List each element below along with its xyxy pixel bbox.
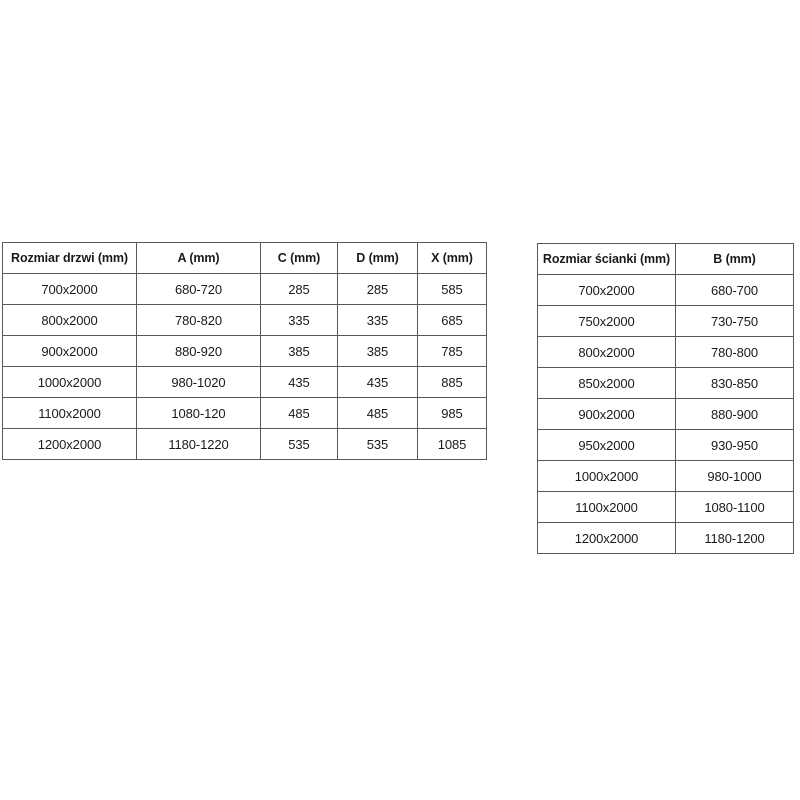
cell-c: 385 (260, 335, 338, 367)
cell-wall-size: 1000x2000 (537, 460, 676, 492)
cell-b: 930-950 (675, 429, 794, 461)
column-header-d: D (mm) (337, 242, 418, 274)
cell-wall-size: 1100x2000 (537, 491, 676, 523)
cell-a: 980-1020 (136, 366, 261, 398)
cell-x: 785 (417, 335, 487, 367)
cell-b: 980-1000 (675, 460, 794, 492)
column-header-a: A (mm) (136, 242, 261, 274)
cell-c: 435 (260, 366, 338, 398)
cell-c: 535 (260, 428, 338, 460)
cell-door-size: 1000x2000 (2, 366, 137, 398)
cell-d: 335 (337, 304, 418, 336)
shower-door-dimensions-table: Rozmiar drzwi (mm) A (mm) C (mm) D (mm) … (2, 242, 487, 460)
cell-wall-size: 800x2000 (537, 336, 676, 368)
cell-c: 335 (260, 304, 338, 336)
column-header-door-size: Rozmiar drzwi (mm) (2, 242, 137, 274)
table-row: 800x2000 780-800 (537, 336, 794, 368)
table-row: 800x2000 780-820 335 335 685 (2, 304, 487, 336)
cell-door-size: 700x2000 (2, 273, 137, 305)
table-row: 1000x2000 980-1020 435 435 885 (2, 366, 487, 398)
cell-d: 535 (337, 428, 418, 460)
cell-b: 1180-1200 (675, 522, 794, 554)
cell-wall-size: 700x2000 (537, 274, 676, 306)
table-row: 900x2000 880-920 385 385 785 (2, 335, 487, 367)
cell-door-size: 900x2000 (2, 335, 137, 367)
table-row: 750x2000 730-750 (537, 305, 794, 337)
cell-x: 1085 (417, 428, 487, 460)
cell-b: 730-750 (675, 305, 794, 337)
cell-d: 385 (337, 335, 418, 367)
cell-d: 285 (337, 273, 418, 305)
table-row: 900x2000 880-900 (537, 398, 794, 430)
column-header-b: B (mm) (675, 243, 794, 275)
cell-wall-size: 950x2000 (537, 429, 676, 461)
cell-door-size: 1200x2000 (2, 428, 137, 460)
cell-wall-size: 750x2000 (537, 305, 676, 337)
cell-x: 585 (417, 273, 487, 305)
cell-a: 880-920 (136, 335, 261, 367)
cell-wall-size: 900x2000 (537, 398, 676, 430)
table-header-row: Rozmiar ścianki (mm) B (mm) (537, 243, 794, 275)
cell-b: 880-900 (675, 398, 794, 430)
cell-wall-size: 1200x2000 (537, 522, 676, 554)
cell-x: 985 (417, 397, 487, 429)
cell-wall-size: 850x2000 (537, 367, 676, 399)
shower-wall-dimensions-table: Rozmiar ścianki (mm) B (mm) 700x2000 680… (537, 243, 794, 554)
cell-d: 485 (337, 397, 418, 429)
table-row: 700x2000 680-720 285 285 585 (2, 273, 487, 305)
cell-b: 780-800 (675, 336, 794, 368)
cell-c: 485 (260, 397, 338, 429)
table-row: 1100x2000 1080-120 485 485 985 (2, 397, 487, 429)
cell-d: 435 (337, 366, 418, 398)
cell-b: 830-850 (675, 367, 794, 399)
cell-c: 285 (260, 273, 338, 305)
table-row: 700x2000 680-700 (537, 274, 794, 306)
cell-b: 1080-1100 (675, 491, 794, 523)
cell-door-size: 800x2000 (2, 304, 137, 336)
table-row: 1200x2000 1180-1220 535 535 1085 (2, 428, 487, 460)
cell-x: 685 (417, 304, 487, 336)
cell-a: 680-720 (136, 273, 261, 305)
cell-b: 680-700 (675, 274, 794, 306)
cell-x: 885 (417, 366, 487, 398)
column-header-wall-size: Rozmiar ścianki (mm) (537, 243, 676, 275)
cell-a: 1080-120 (136, 397, 261, 429)
cell-a: 780-820 (136, 304, 261, 336)
table-row: 1100x2000 1080-1100 (537, 491, 794, 523)
cell-door-size: 1100x2000 (2, 397, 137, 429)
table-row: 850x2000 830-850 (537, 367, 794, 399)
table-row: 1200x2000 1180-1200 (537, 522, 794, 554)
column-header-c: C (mm) (260, 242, 338, 274)
cell-a: 1180-1220 (136, 428, 261, 460)
table-header-row: Rozmiar drzwi (mm) A (mm) C (mm) D (mm) … (2, 242, 487, 274)
table-row: 950x2000 930-950 (537, 429, 794, 461)
column-header-x: X (mm) (417, 242, 487, 274)
table-row: 1000x2000 980-1000 (537, 460, 794, 492)
